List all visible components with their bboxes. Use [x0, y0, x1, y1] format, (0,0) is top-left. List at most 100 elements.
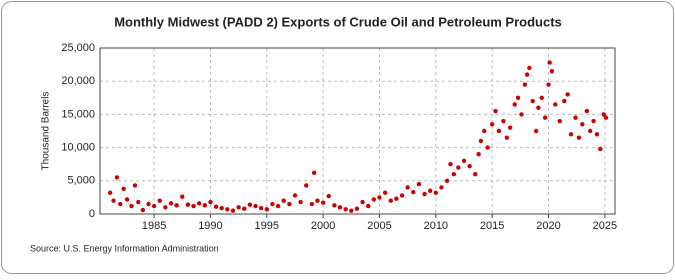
point: [546, 82, 551, 87]
point: [163, 205, 168, 210]
point: [603, 115, 609, 120]
point: [584, 108, 590, 114]
point: [522, 82, 528, 87]
point: [332, 203, 337, 208]
point: [388, 198, 393, 203]
point: [157, 198, 162, 203]
x-tick-label: 2000: [311, 220, 335, 232]
point: [405, 185, 410, 190]
point: [588, 128, 593, 134]
point: [208, 199, 213, 205]
x-tick-label: 1995: [255, 220, 279, 232]
point: [242, 206, 247, 211]
point: [485, 145, 490, 150]
point: [121, 186, 126, 191]
point: [504, 135, 510, 140]
point: [185, 202, 191, 207]
point: [196, 201, 202, 206]
point: [136, 199, 141, 205]
point: [411, 189, 416, 195]
point: [320, 200, 326, 205]
point: [568, 132, 574, 137]
point: [360, 199, 365, 205]
point: [366, 203, 371, 209]
point: [493, 108, 498, 114]
point: [461, 158, 467, 164]
chart-title: Monthly Midwest (PADD 2) Exports of Crud…: [114, 14, 562, 29]
point: [111, 198, 116, 203]
point: [371, 197, 377, 202]
point: [114, 175, 120, 180]
point: [124, 197, 130, 202]
point: [549, 69, 555, 74]
point: [422, 191, 427, 197]
point: [444, 178, 450, 183]
point: [524, 72, 530, 77]
point: [467, 163, 472, 169]
x-tick-label: 2025: [593, 220, 617, 232]
point: [527, 65, 532, 71]
point: [247, 202, 253, 207]
point: [132, 183, 138, 188]
point: [151, 203, 157, 209]
point: [311, 170, 317, 176]
point: [258, 205, 264, 211]
point: [275, 203, 281, 209]
plot-area: [99, 47, 616, 215]
point: [439, 185, 444, 190]
point: [140, 207, 146, 213]
point: [394, 196, 399, 201]
x-tick-label: 2020: [536, 220, 560, 232]
point: [281, 198, 286, 203]
point: [562, 98, 567, 104]
point: [191, 203, 196, 209]
point: [433, 190, 439, 195]
point: [557, 118, 562, 124]
y-tick-label: 0: [89, 208, 95, 220]
point: [476, 152, 481, 157]
point: [213, 204, 219, 209]
point: [451, 171, 457, 177]
x-tick-label: 2015: [480, 220, 504, 232]
point: [326, 193, 331, 199]
point: [507, 125, 513, 130]
point: [270, 201, 275, 207]
point: [594, 132, 600, 137]
point: [225, 207, 230, 212]
point: [539, 95, 544, 101]
point: [427, 188, 433, 193]
point: [456, 165, 461, 170]
point: [146, 201, 151, 207]
point: [448, 162, 453, 167]
point: [337, 205, 343, 210]
point: [202, 203, 208, 208]
point: [298, 199, 303, 205]
point: [264, 207, 269, 212]
point: [236, 205, 241, 210]
point: [580, 122, 585, 127]
point: [489, 122, 495, 127]
x-tick-label: 1990: [198, 220, 222, 232]
point: [573, 115, 578, 120]
point: [501, 118, 506, 124]
point: [547, 60, 552, 65]
point: [533, 128, 539, 134]
point: [343, 207, 348, 212]
y-tick-label: 5,000: [67, 175, 95, 187]
point: [601, 112, 606, 117]
point: [309, 201, 315, 207]
point: [482, 128, 487, 134]
point: [118, 201, 123, 207]
point: [107, 190, 113, 195]
point: [174, 203, 179, 208]
point: [129, 203, 134, 209]
point: [591, 118, 596, 124]
point: [496, 128, 502, 134]
point: [553, 102, 558, 107]
point: [542, 115, 548, 120]
y-axis-label: Thousand Barrels: [41, 92, 52, 171]
frame: [1, 1, 674, 274]
point: [349, 208, 354, 213]
point: [253, 203, 258, 209]
